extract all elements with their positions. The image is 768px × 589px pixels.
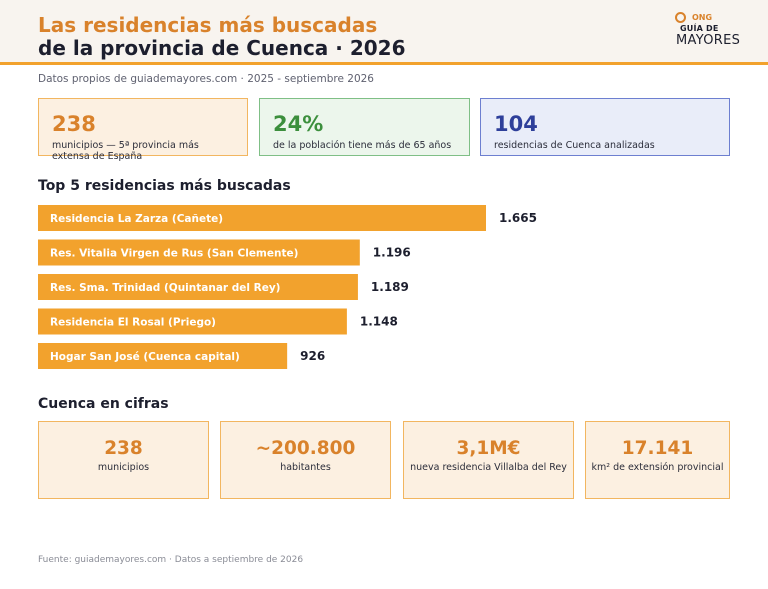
bar-value-2: 1.196	[373, 246, 411, 260]
logo-ong: ONG	[692, 13, 713, 22]
bar-2	[38, 239, 360, 266]
title-line-2: de la provincia de Cuenca · 2026	[38, 36, 406, 60]
bar-5	[38, 343, 288, 369]
bar-value-5: 926	[300, 349, 325, 363]
kpi-value: 104	[494, 112, 538, 136]
footer-source: Fuente: guiademayores.com · Datos a sept…	[38, 555, 304, 565]
bar-label-1: Residencia La Zarza (Cañete)	[50, 213, 223, 225]
bar-chart: Residencia La Zarza (Cañete) 1.665 Res. Vi…	[38, 205, 537, 369]
cifra-value: 3,1M€	[456, 438, 521, 459]
header-divider	[0, 62, 768, 65]
bar-label-3: Res. Sma. Trinidad (Quintanar del Rey)	[50, 282, 280, 294]
bar-label-4: Residencia El Rosal (Priego)	[50, 317, 216, 329]
logo: ONG GUÍA DE MAYORES	[672, 12, 742, 52]
cifra-label: municipios	[97, 462, 150, 473]
cifra-card-extension: 17.141 km² de extensión provincial	[585, 421, 730, 499]
logo-ring-icon	[675, 12, 686, 23]
bar-3	[38, 274, 358, 300]
logo-mayores: MAYORES	[676, 33, 741, 48]
cifra-label: habitantes	[280, 462, 331, 473]
kpi-value: 24%	[273, 112, 324, 136]
kpi-label: de la población tiene más de 65 años	[273, 140, 452, 151]
cifra-value: 17.141	[621, 438, 694, 459]
cifra-label: km² de extensión provincial	[591, 462, 724, 473]
bar-1	[38, 205, 486, 231]
cifra-value: 238	[104, 438, 143, 459]
cifra-value: ~200.800	[255, 438, 356, 459]
bar-value-1: 1.665	[499, 211, 537, 225]
cifra-label: nueva residencia Villalba del Rey	[410, 462, 567, 473]
cifra-card-habitantes: ~200.800 habitantes	[220, 421, 391, 499]
kpi-value: 238	[52, 112, 96, 136]
bar-value-4: 1.148	[360, 315, 398, 329]
kpi-label: municipios — 5ª provincia más extensa de…	[52, 140, 199, 162]
cifra-card-nueva-residencia: 3,1M€ nueva residencia Villalba del Rey	[403, 421, 574, 499]
logo-guia: GUÍA DE	[680, 24, 719, 33]
kpi-label: residencias de Cuenca analizadas	[494, 140, 655, 151]
chart-title: Top 5 residencias más buscadas	[38, 178, 291, 194]
header	[0, 0, 768, 62]
kpi-card-poblacion: 24% de la población tiene más de 65 años	[259, 98, 470, 156]
cifras-title: Cuenca en cifras	[38, 396, 169, 412]
subtitle: Datos propios de guiademayores.com · 202…	[38, 73, 374, 85]
cifra-card-municipios: 238 municipios	[38, 421, 209, 499]
kpi-card-municipios: 238 municipios — 5ª provincia más extens…	[38, 98, 248, 162]
bar-4	[38, 308, 347, 335]
title-line-1: Las residencias más buscadas	[38, 13, 378, 37]
kpi-card-residencias: 104 residencias de Cuenca analizadas	[480, 98, 730, 156]
bar-label-2: Res. Vitalia Virgen de Rus (San Clemente…	[50, 248, 298, 260]
bar-label-5: Hogar San José (Cuenca capital)	[50, 351, 240, 363]
bar-value-3: 1.189	[371, 280, 409, 294]
